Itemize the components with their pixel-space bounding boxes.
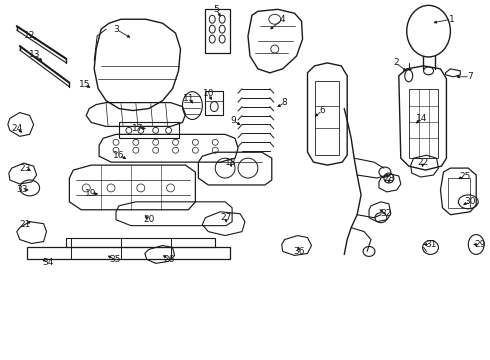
- Text: 19: 19: [84, 189, 96, 198]
- Text: 36: 36: [293, 247, 304, 256]
- Text: 8: 8: [282, 98, 288, 107]
- Text: 1: 1: [448, 15, 454, 24]
- Text: 24: 24: [11, 124, 23, 133]
- Text: 33: 33: [16, 185, 27, 194]
- Text: 20: 20: [143, 215, 154, 224]
- Text: 14: 14: [416, 114, 427, 123]
- Text: 4: 4: [280, 15, 286, 24]
- Text: 29: 29: [474, 240, 486, 249]
- Text: 15: 15: [78, 80, 90, 89]
- Text: 27: 27: [220, 213, 232, 222]
- Text: 12: 12: [24, 31, 35, 40]
- Text: 31: 31: [425, 240, 436, 249]
- Text: 10: 10: [202, 89, 214, 98]
- Text: 23: 23: [19, 163, 30, 172]
- Bar: [119, 122, 178, 138]
- Text: 26: 26: [163, 255, 174, 264]
- Text: 35: 35: [109, 255, 121, 264]
- Bar: [205, 91, 223, 114]
- Text: 13: 13: [29, 50, 40, 59]
- Text: 22: 22: [417, 158, 428, 167]
- Text: 16: 16: [113, 151, 125, 160]
- Text: 30: 30: [465, 197, 476, 206]
- Text: 5: 5: [213, 5, 219, 14]
- Text: 21: 21: [19, 220, 30, 229]
- Text: 3: 3: [113, 25, 119, 34]
- Text: 28: 28: [383, 174, 394, 183]
- Text: 18: 18: [225, 158, 237, 167]
- Text: 34: 34: [42, 258, 53, 267]
- Text: 32: 32: [380, 209, 392, 218]
- Text: 25: 25: [460, 171, 471, 180]
- Text: 9: 9: [230, 116, 236, 125]
- Text: 17: 17: [132, 124, 144, 133]
- Text: 2: 2: [393, 58, 399, 67]
- Text: 6: 6: [319, 106, 325, 115]
- Text: 11: 11: [183, 94, 194, 103]
- Text: 7: 7: [467, 72, 473, 81]
